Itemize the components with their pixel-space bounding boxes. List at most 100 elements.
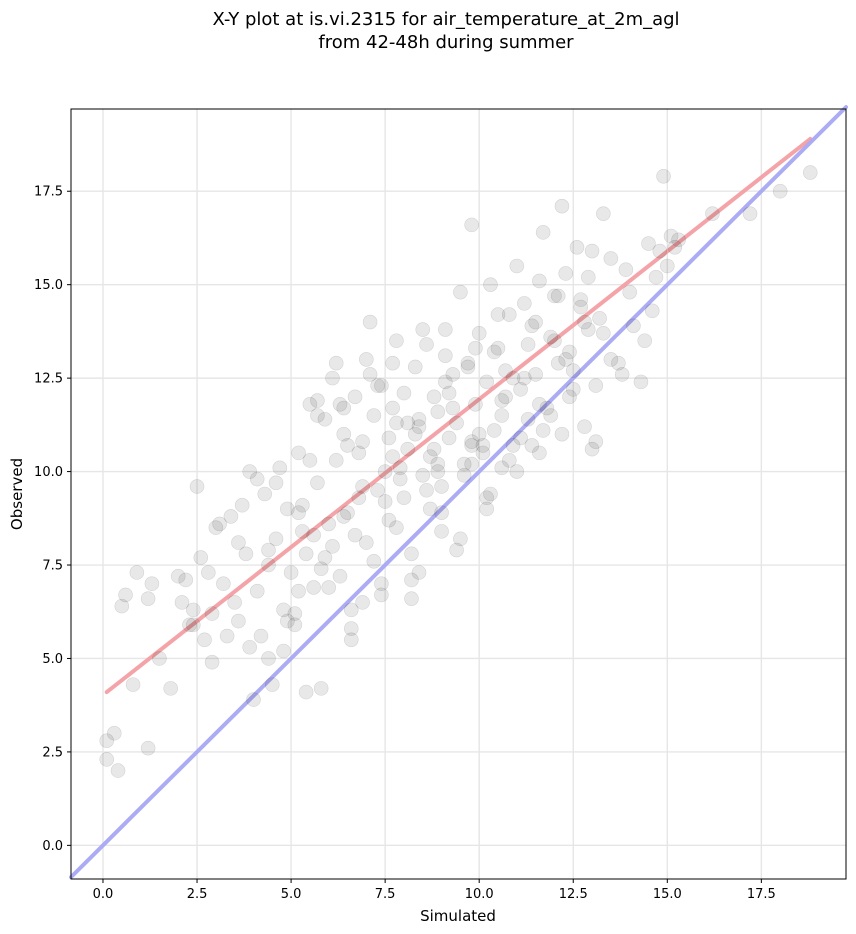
data-point xyxy=(185,602,201,618)
data-point xyxy=(415,468,431,483)
data-point xyxy=(565,382,581,397)
plot-frame xyxy=(70,108,847,880)
y-axis-ticks: 0.0 2.5 5.0 7.5 10.0 12.5 15.0 17.5 xyxy=(34,185,71,854)
data-point xyxy=(633,374,649,390)
data-point xyxy=(596,206,611,221)
data-point xyxy=(374,378,389,393)
data-point xyxy=(377,494,393,509)
data-point xyxy=(242,464,258,479)
data-point xyxy=(641,236,656,251)
data-point xyxy=(106,725,122,741)
data-point xyxy=(404,591,419,606)
data-point xyxy=(197,632,212,648)
data-point xyxy=(426,389,442,405)
data-point xyxy=(569,240,585,255)
data-point xyxy=(520,337,536,352)
data-point xyxy=(321,516,337,532)
data-point xyxy=(340,438,355,453)
data-point xyxy=(407,426,423,442)
data-point xyxy=(400,441,416,457)
data-point xyxy=(411,565,427,580)
data-point xyxy=(430,464,446,479)
data-point xyxy=(543,329,558,345)
data-point xyxy=(204,654,220,670)
data-point xyxy=(667,240,683,255)
data-point xyxy=(441,385,457,401)
data-point xyxy=(280,501,295,517)
data-point xyxy=(321,580,337,595)
data-point xyxy=(509,258,525,274)
data-point xyxy=(494,393,510,408)
data-point xyxy=(170,568,186,584)
data-point xyxy=(644,303,660,319)
data-point xyxy=(385,449,400,464)
data-point xyxy=(588,378,604,393)
x-tick-label-0: 0.0 xyxy=(93,887,114,902)
data-point xyxy=(212,516,227,532)
data-point xyxy=(411,419,427,435)
data-point xyxy=(219,628,235,644)
y-tick-label-7: 17.5 xyxy=(34,185,63,200)
grid xyxy=(71,109,846,879)
data-point xyxy=(298,546,314,562)
x-axis-label: Simulated xyxy=(420,907,496,925)
data-point xyxy=(295,497,310,513)
data-point xyxy=(772,183,788,199)
data-point xyxy=(295,524,310,539)
data-point xyxy=(140,740,156,756)
y-axis-label: Observed xyxy=(8,458,26,530)
data-point xyxy=(652,243,668,259)
data-point xyxy=(509,464,525,479)
data-point xyxy=(396,490,412,506)
data-point xyxy=(276,643,291,659)
data-point xyxy=(310,408,325,423)
data-point xyxy=(592,311,607,326)
data-point xyxy=(535,225,551,240)
data-point xyxy=(332,568,348,584)
data-point xyxy=(152,651,167,666)
x-axis-ticks: 0.0 2.5 5.0 7.5 10.0 12.5 15.0 17.5 xyxy=(93,879,776,902)
data-point xyxy=(208,520,224,535)
data-point xyxy=(547,333,562,349)
data-point xyxy=(611,355,626,371)
data-point xyxy=(280,613,295,629)
data-point xyxy=(313,681,329,696)
data-point xyxy=(422,501,438,517)
data-point xyxy=(562,389,577,405)
data-point xyxy=(456,468,472,483)
data-point xyxy=(468,396,483,412)
data-point xyxy=(468,340,483,356)
data-point xyxy=(362,314,378,330)
data-point xyxy=(306,527,321,543)
data-point xyxy=(272,460,288,476)
data-point xyxy=(336,400,352,416)
data-point xyxy=(336,509,352,524)
data-point xyxy=(411,411,427,427)
data-point xyxy=(445,367,461,382)
data-point xyxy=(114,598,130,614)
x-tick-label-2: 5.0 xyxy=(281,887,302,902)
data-point xyxy=(475,438,491,453)
data-point xyxy=(501,453,517,468)
data-point xyxy=(99,733,115,748)
data-point xyxy=(355,595,370,610)
data-point xyxy=(464,434,479,449)
data-point xyxy=(246,692,261,707)
data-point xyxy=(565,363,581,378)
x-tick-label-4: 10.0 xyxy=(465,887,494,902)
data-point xyxy=(438,348,453,363)
data-point xyxy=(359,535,374,550)
data-point xyxy=(498,389,513,405)
data-point xyxy=(317,411,333,427)
data-point xyxy=(227,595,242,610)
data-point xyxy=(528,367,543,382)
data-point xyxy=(287,617,303,633)
chart-title: X-Y plot at is.vi.2315 for air_temperatu… xyxy=(212,9,679,30)
data-point xyxy=(249,471,265,487)
data-point xyxy=(584,243,600,259)
data-point xyxy=(291,583,306,599)
data-point xyxy=(802,165,818,180)
data-point xyxy=(283,565,299,580)
data-point xyxy=(449,415,464,431)
data-point xyxy=(456,456,472,472)
